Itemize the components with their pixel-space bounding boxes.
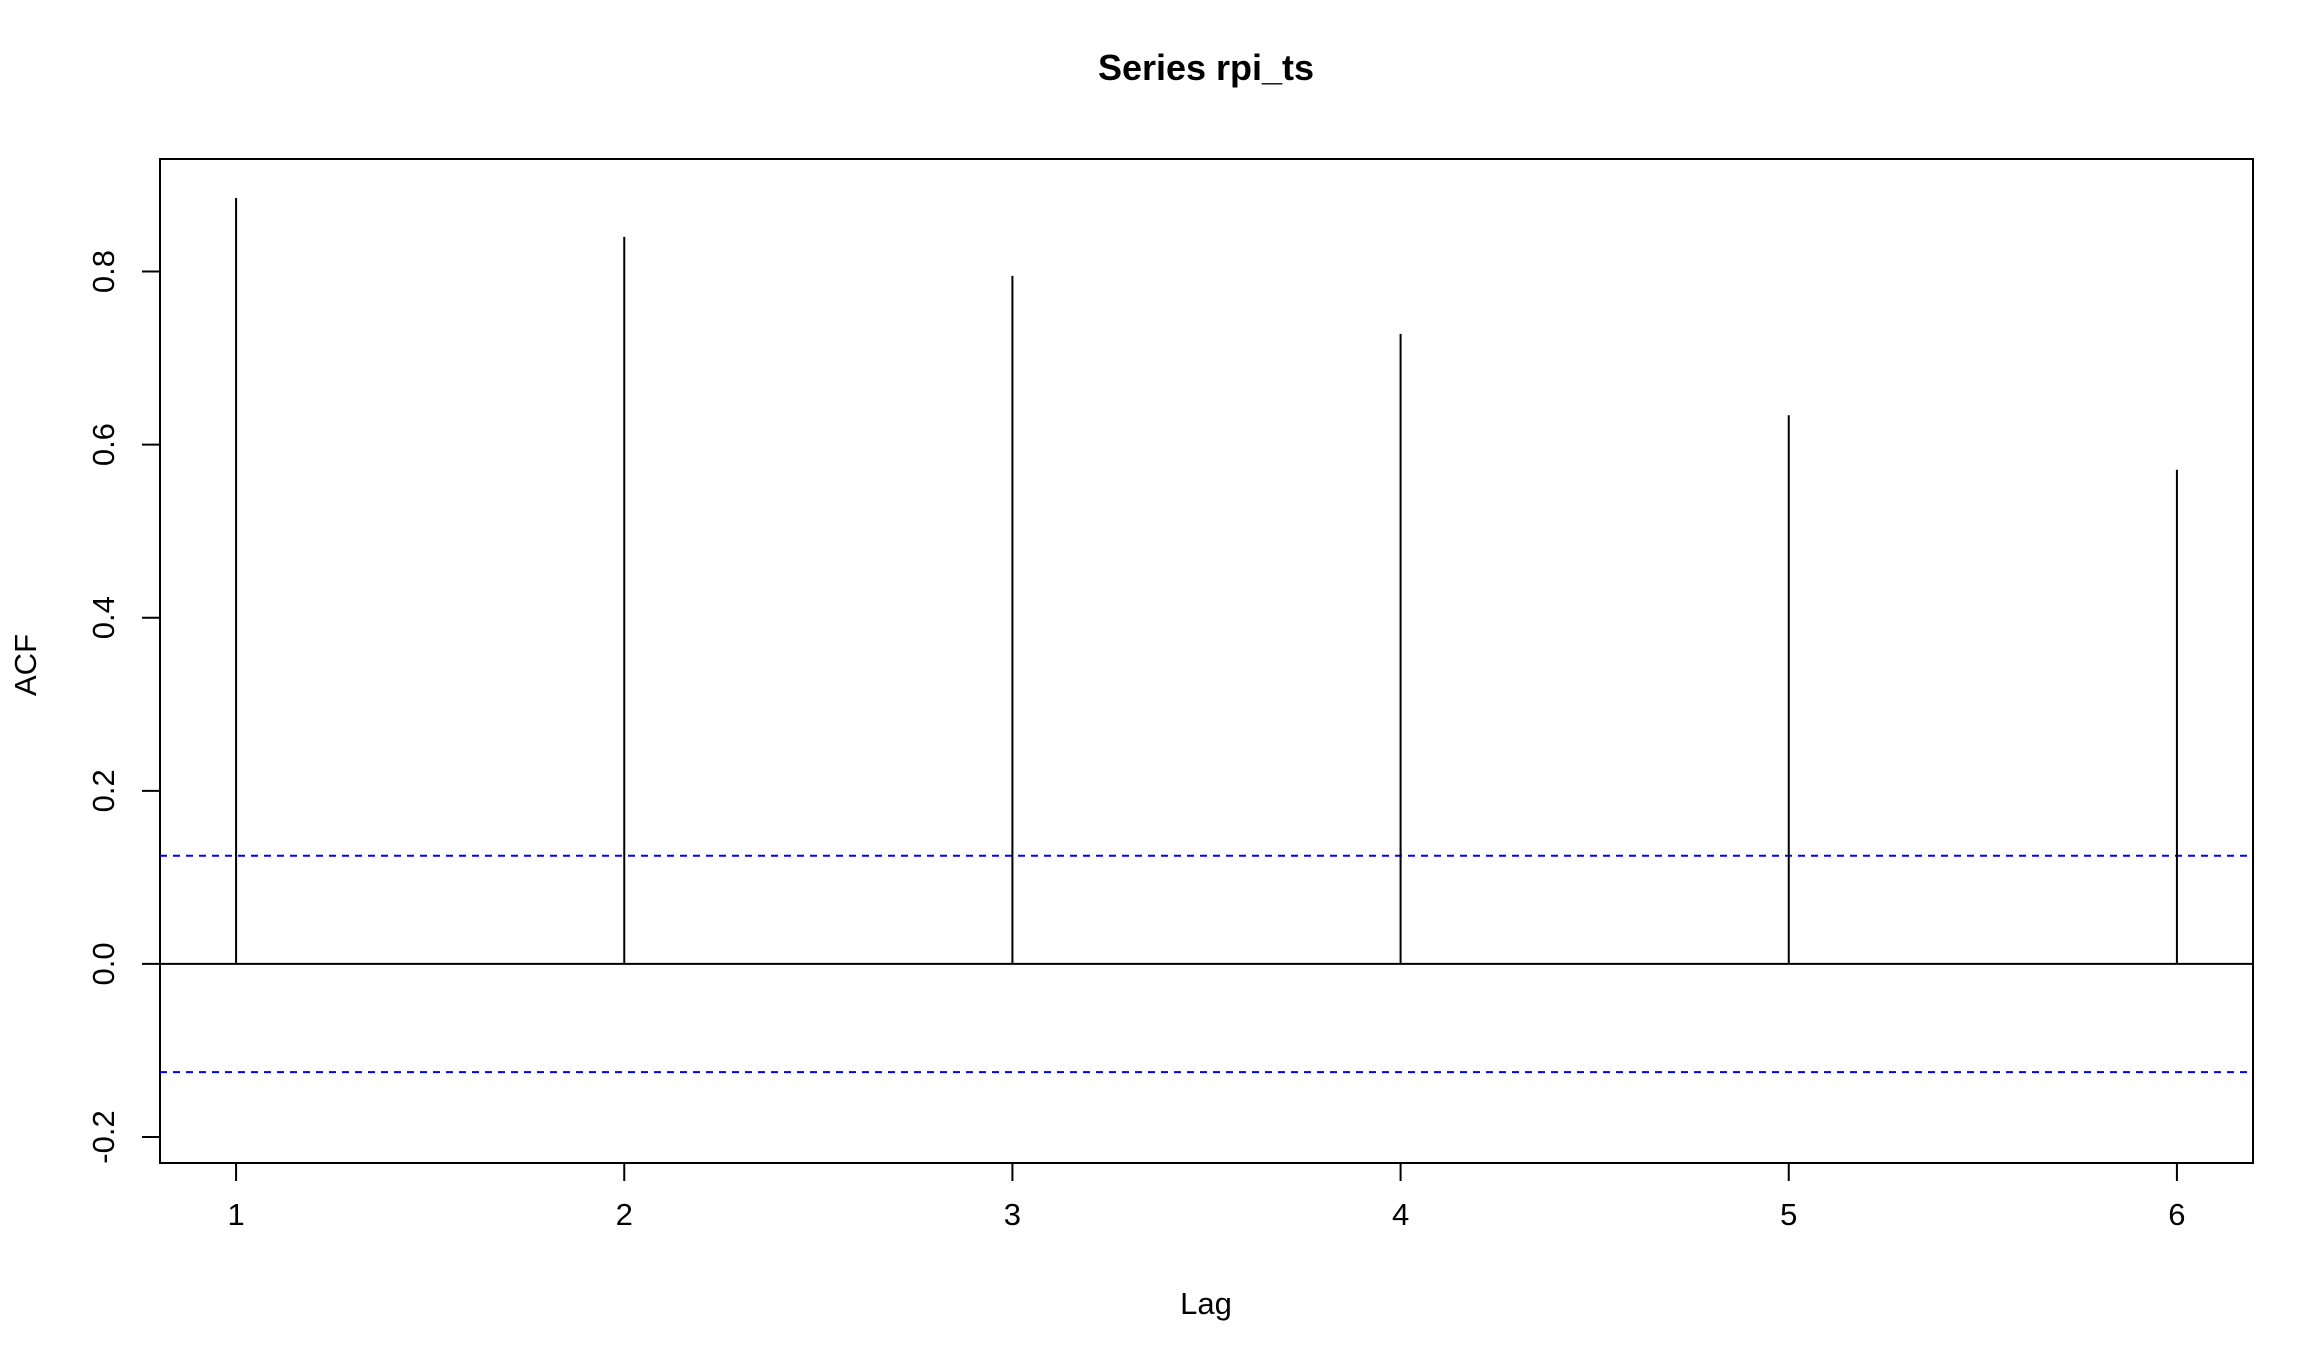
x-axis-label: Lag <box>1180 1286 1232 1321</box>
y-tick-label: 0.6 <box>86 423 121 466</box>
x-tick-label: 1 <box>227 1197 244 1232</box>
x-tick-label: 3 <box>1004 1197 1021 1232</box>
y-tick-label: 0.0 <box>86 942 121 985</box>
x-tick-label: 6 <box>2168 1197 2185 1232</box>
y-tick-label: -0.2 <box>86 1110 121 1163</box>
chart-marks: 1 2 3 4 5 6 -0.2 0.0 0.2 0.4 0.6 0.8 <box>86 197 2253 1232</box>
x-tick-label: 5 <box>1780 1197 1797 1232</box>
y-tick-label: 0.4 <box>86 596 121 639</box>
x-tick-label: 4 <box>1392 1197 1409 1232</box>
y-tick-label: 0.8 <box>86 250 121 293</box>
y-tick-label: 0.2 <box>86 769 121 812</box>
y-axis-label: ACF <box>8 634 43 696</box>
plot-frame <box>159 158 2254 1164</box>
chart-title: Series rpi_ts <box>1098 47 1314 88</box>
x-tick-label: 2 <box>616 1197 633 1232</box>
